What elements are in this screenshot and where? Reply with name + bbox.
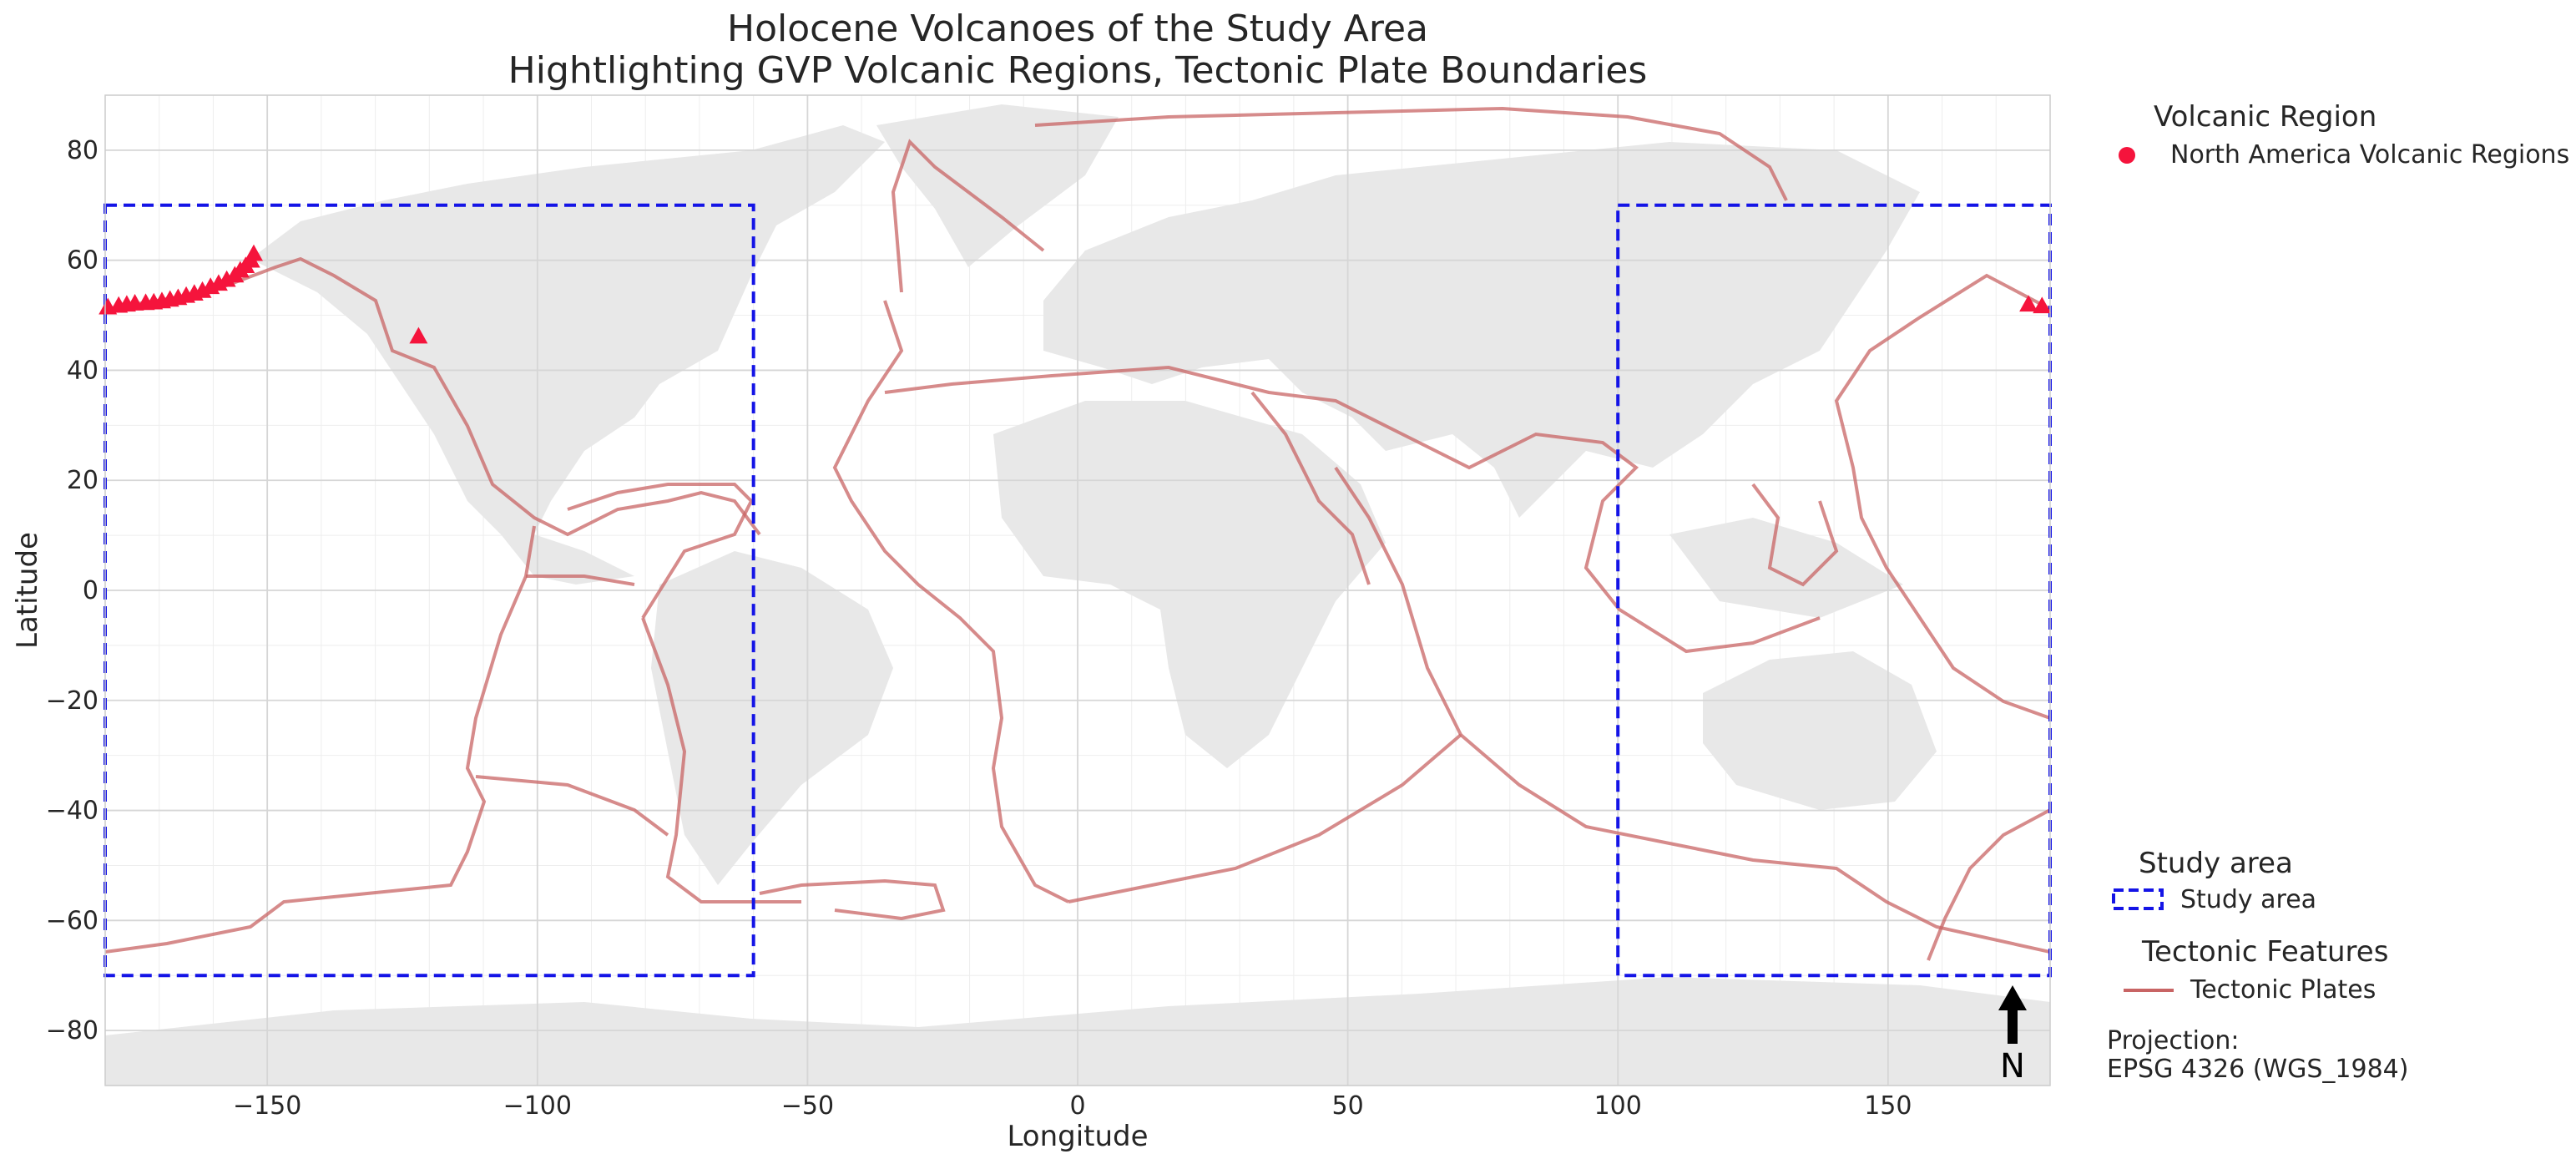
plate-boundary-americas-west	[641, 617, 801, 903]
x-tick-label: 0	[1069, 1091, 1085, 1121]
y-tick-labels: 80 60 40 20 0 −20 −40 −60 −80	[46, 136, 98, 1045]
plate-boundary-carlsberg-ridge	[1334, 466, 1462, 736]
y-tick-label: 0	[83, 576, 98, 605]
north-arrow-label: N	[2000, 1047, 2025, 1086]
x-tick-label: 50	[1332, 1091, 1364, 1121]
legend-volcano-marker	[2119, 147, 2135, 164]
y-tick-label: 80	[67, 136, 98, 165]
north-arrow-icon	[1998, 985, 2027, 1044]
legend-volcanic-title: Volcanic Region	[2154, 100, 2377, 134]
volcano-marker	[2033, 296, 2052, 314]
x-tick-label: 150	[1864, 1091, 1912, 1121]
volcano-markers	[98, 244, 2052, 344]
north-arrow: N	[1998, 985, 2027, 1086]
legend-tectonic-item: Tectonic Plates	[2190, 975, 2376, 1005]
legend-volcanic-item: North America Volcanic Regions	[2170, 140, 2570, 170]
map-title: Holocene Volcanoes of the Study Area	[727, 8, 1428, 50]
y-tick-label: −60	[46, 906, 98, 935]
land-layer	[105, 104, 2050, 1086]
y-tick-label: −20	[46, 686, 98, 716]
map-subtitle: Hightlighting GVP Volcanic Regions, Tect…	[508, 49, 1648, 92]
volcano-marker	[2019, 295, 2038, 312]
land-south-america	[651, 551, 893, 885]
plate-boundary-alpine-himalayan	[884, 365, 1821, 654]
plate-boundary-southeast-indian-ridge	[1459, 733, 2050, 954]
volcano-marker	[409, 326, 428, 344]
plate-boundary-east-pacific-rise	[105, 525, 536, 954]
land-australia	[1703, 651, 1937, 810]
x-axis-label: Longitude	[1007, 1120, 1148, 1153]
legend-study-item: Study area	[2180, 885, 2317, 914]
legend-tectonic-title: Tectonic Features	[2142, 935, 2389, 969]
x-tick-label: −150	[233, 1091, 301, 1121]
projection-note: Projection: EPSG 4326 (WGS_1984)	[2107, 1027, 2408, 1084]
x-tick-label: 100	[1594, 1091, 1642, 1121]
land-africa	[993, 401, 1386, 768]
land-greenland	[876, 104, 1119, 267]
tectonic-plate-boundaries	[105, 106, 2050, 961]
plate-boundary-pacific-rim	[105, 256, 761, 537]
plate-boundary-caribbean	[567, 483, 754, 620]
plate-boundary-philippine-sea	[1751, 483, 1839, 587]
y-tick-label: 20	[67, 466, 98, 495]
y-tick-label: 40	[67, 356, 98, 385]
plate-boundary-north-american-arctic	[891, 139, 1045, 293]
plate-boundary-kermadec-tonga	[1927, 808, 2050, 961]
x-tick-label: −50	[781, 1091, 834, 1121]
volcano-marker	[244, 244, 263, 261]
volcano-marker	[217, 270, 236, 287]
plate-boundary-chile-rise	[475, 775, 669, 837]
land-eurasia	[1043, 142, 1920, 518]
legend-study-area-swatch	[2112, 888, 2164, 910]
projection-value: EPSG 4326 (WGS_1984)	[2107, 1055, 2409, 1084]
plate-boundary-southwest-indian-ridge	[1068, 733, 1462, 903]
legend-study-title: Study area	[2139, 847, 2293, 880]
plate-boundary-cocos-nazca	[526, 574, 635, 586]
y-tick-label: 60	[67, 246, 98, 276]
x-tick-label: −100	[503, 1091, 572, 1121]
plate-boundary-east-africa-rift	[1250, 391, 1371, 585]
plate-boundary-western-pacific	[1834, 273, 2050, 720]
land-north-america	[250, 125, 885, 585]
plate-boundary-gakkel-ridge	[1034, 106, 1788, 201]
plot-frame	[104, 94, 2051, 1086]
land-maritime-se-asia	[1669, 518, 1903, 618]
y-tick-label: −80	[46, 1016, 98, 1045]
x-tick-labels: −150 −100 −50 0 50 100 150	[233, 1091, 1912, 1121]
plate-boundary-mid-atlantic-ridge	[832, 300, 1069, 903]
projection-label: Projection:	[2107, 1026, 2240, 1055]
y-tick-label: −40	[46, 797, 98, 826]
y-axis-label: Latitude	[11, 532, 44, 649]
major-grid	[105, 95, 2050, 1086]
plate-boundary-scotia	[759, 878, 946, 921]
